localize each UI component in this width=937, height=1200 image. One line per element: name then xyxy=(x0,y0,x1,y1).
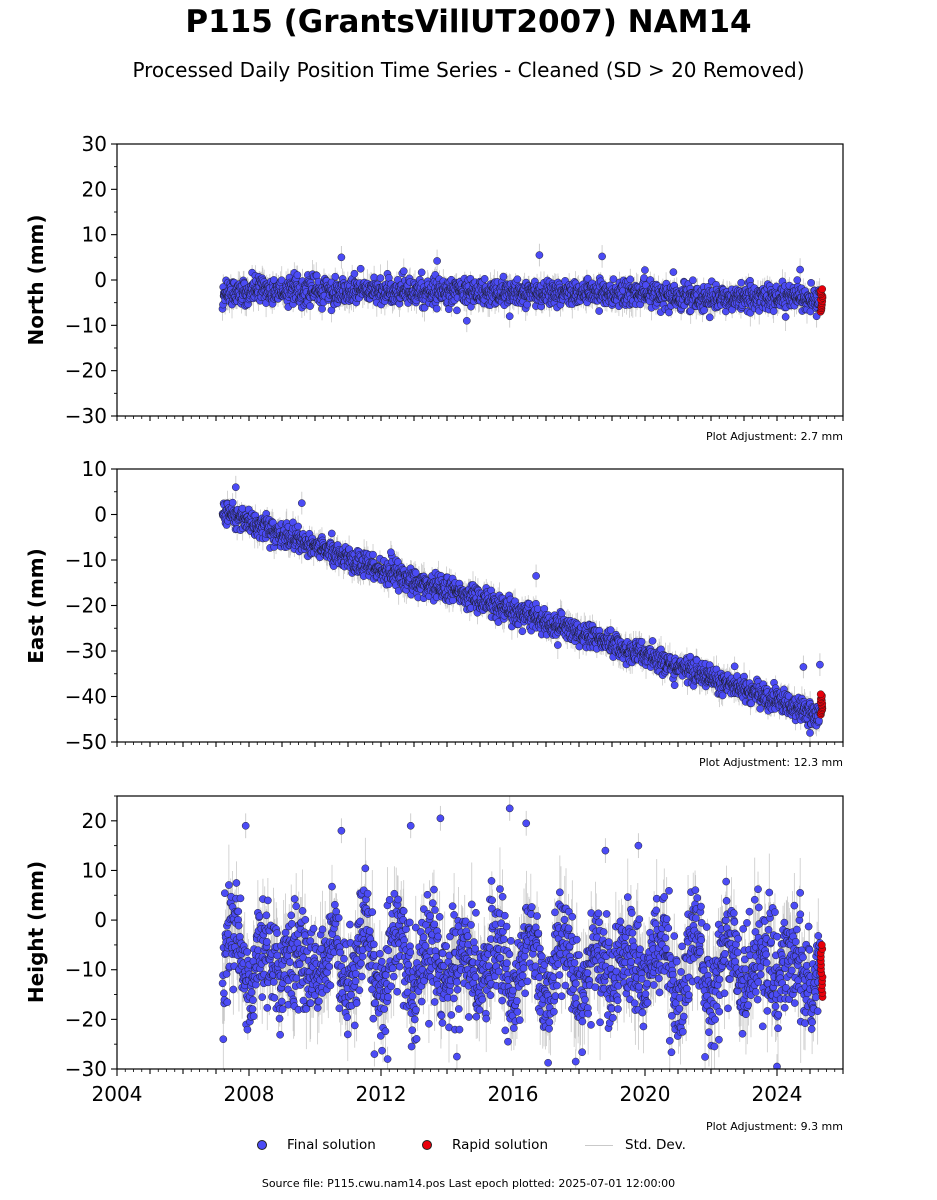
final-point xyxy=(453,306,461,315)
final-point-outlier xyxy=(433,257,441,265)
final-point-outlier xyxy=(337,253,346,262)
final-point-outlier xyxy=(505,312,514,321)
final-point xyxy=(626,275,635,284)
final-point xyxy=(376,274,385,282)
final-point xyxy=(518,627,527,636)
final-point xyxy=(399,267,408,276)
final-point xyxy=(480,275,489,283)
final-point xyxy=(417,268,426,277)
north-panel: −30 −20 −10 0 10 20 30 North (mm) Plot Adjustmen… xyxy=(24,132,844,443)
final-point xyxy=(665,308,673,317)
final-point xyxy=(700,306,709,315)
final-point xyxy=(293,271,302,279)
final-point-outlier xyxy=(796,265,804,274)
east-final-points xyxy=(218,483,824,737)
final-point xyxy=(641,266,649,274)
final-point xyxy=(609,275,618,283)
final-point xyxy=(595,307,603,315)
final-point xyxy=(705,313,714,322)
final-point xyxy=(306,302,314,310)
final-point xyxy=(689,276,697,285)
rapid-point xyxy=(818,285,827,293)
final-point xyxy=(737,278,745,287)
final-point-outlier xyxy=(462,316,471,325)
final-point-outlier xyxy=(598,252,606,261)
final-point xyxy=(350,269,359,278)
final-point xyxy=(228,498,237,507)
final-point-outlier xyxy=(535,251,544,259)
final-point xyxy=(793,276,802,284)
final-point xyxy=(781,313,790,321)
page-subtitle: Processed Daily Position Time Series - C… xyxy=(132,58,805,82)
final-point xyxy=(370,273,378,282)
north-rapid-points xyxy=(816,285,827,316)
final-point xyxy=(331,272,340,281)
north-plot-adjustment: Plot Adjustment: 2.7 mm xyxy=(706,430,843,443)
y-tick-label: 20 xyxy=(82,177,107,201)
final-point xyxy=(318,305,326,313)
final-point xyxy=(432,304,441,313)
y-tick-label: −10 xyxy=(65,313,107,337)
final-point xyxy=(356,264,365,273)
y-tick-label: −30 xyxy=(65,404,107,428)
final-point xyxy=(499,272,508,281)
final-point xyxy=(294,522,302,531)
page-title: P115 (GrantsVillUT2007) NAM14 xyxy=(185,4,752,40)
north-final-points xyxy=(218,251,824,325)
final-point xyxy=(583,274,592,283)
final-point xyxy=(327,529,336,538)
final-point xyxy=(420,303,429,312)
final-point xyxy=(238,504,247,513)
y-tick-label: 10 xyxy=(82,223,107,247)
east-plot-area xyxy=(218,475,827,742)
final-point xyxy=(769,307,778,315)
final-point xyxy=(669,268,678,276)
y-tick-label: 0 xyxy=(94,268,107,292)
north-plot-area xyxy=(218,243,827,333)
final-point xyxy=(523,300,531,309)
y-tick-label: −20 xyxy=(65,359,107,383)
final-point xyxy=(513,275,522,284)
y-tick-label: 30 xyxy=(82,132,107,156)
north-ylabel: North (mm) xyxy=(24,214,48,345)
final-point xyxy=(807,279,815,287)
final-point xyxy=(540,605,549,613)
final-point xyxy=(369,550,377,559)
